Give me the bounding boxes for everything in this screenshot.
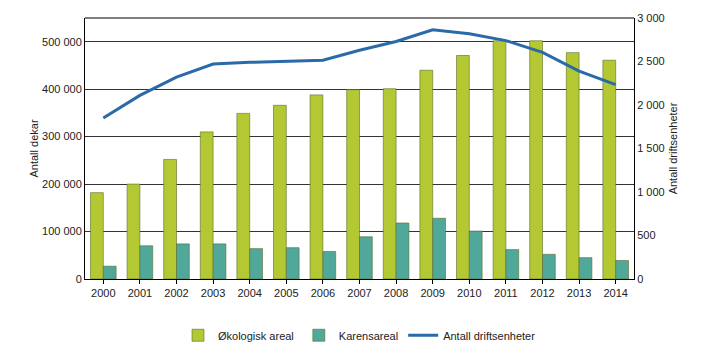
svg-text:2003: 2003: [201, 287, 225, 299]
svg-text:Antall driftsenheter: Antall driftsenheter: [667, 102, 679, 194]
svg-text:2 000: 2 000: [637, 99, 665, 111]
svg-text:2006: 2006: [311, 287, 335, 299]
svg-text:2007: 2007: [347, 287, 371, 299]
svg-text:2000: 2000: [91, 287, 115, 299]
svg-text:500 000: 500 000: [42, 36, 82, 48]
svg-text:100 000: 100 000: [42, 225, 82, 237]
svg-text:500: 500: [637, 229, 655, 241]
svg-text:Antall driftsenheter: Antall driftsenheter: [443, 330, 535, 342]
svg-text:2004: 2004: [237, 287, 261, 299]
svg-text:1 500: 1 500: [637, 142, 665, 154]
svg-text:200 000: 200 000: [42, 178, 82, 190]
svg-text:Økologisk areal: Økologisk areal: [218, 330, 294, 342]
svg-text:0: 0: [76, 273, 82, 285]
svg-text:2013: 2013: [567, 287, 591, 299]
svg-text:1 000: 1 000: [637, 186, 665, 198]
svg-text:400 000: 400 000: [42, 83, 82, 95]
svg-text:0: 0: [637, 273, 643, 285]
svg-text:2014: 2014: [603, 287, 627, 299]
svg-text:2011: 2011: [494, 287, 518, 299]
svg-text:2001: 2001: [128, 287, 152, 299]
svg-text:2008: 2008: [384, 287, 408, 299]
svg-text:2 500: 2 500: [637, 55, 665, 67]
svg-text:2005: 2005: [274, 287, 298, 299]
svg-text:2009: 2009: [420, 287, 444, 299]
svg-text:Antall dekar: Antall dekar: [28, 119, 40, 177]
svg-text:Karensareal: Karensareal: [339, 330, 398, 342]
svg-text:2010: 2010: [457, 287, 481, 299]
svg-text:300 000: 300 000: [42, 130, 82, 142]
svg-text:3 000: 3 000: [637, 12, 665, 24]
svg-text:2002: 2002: [164, 287, 188, 299]
svg-text:2012: 2012: [530, 287, 554, 299]
